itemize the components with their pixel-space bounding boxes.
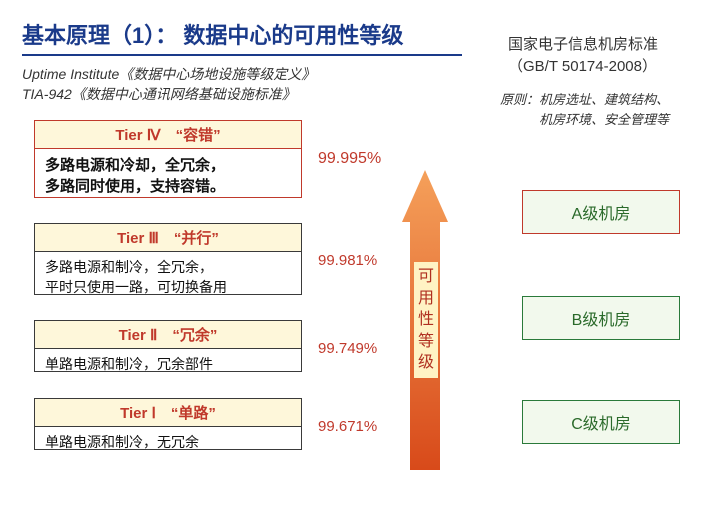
tier3-header: Tier Ⅲ “并行” — [35, 224, 301, 252]
tier4-header: Tier Ⅳ “容错” — [35, 121, 301, 149]
right-title-1: 国家电子信息机房标准 — [508, 33, 658, 54]
subtitle-1: Uptime Institute《数据中心场地设施等级定义》 — [22, 64, 315, 84]
grade-box-A: A级机房 — [522, 190, 680, 234]
grade-box-C: C级机房 — [522, 400, 680, 444]
tier2-box: Tier Ⅱ “冗余”单路电源和制冷，冗余部件 — [34, 320, 302, 372]
slide-title: 基本原理（1）： 数据中心的可用性等级 — [22, 18, 403, 50]
title-underline — [22, 54, 462, 56]
arrow-label: 可 用 性 等 级 — [414, 262, 438, 378]
availability-pct-2: 99.981% — [318, 252, 377, 269]
right-principles: 原则：机房选址、建筑结构、 机房环境、安全管理等 — [500, 90, 669, 129]
tier2-header: Tier Ⅱ “冗余” — [35, 321, 301, 349]
availability-pct-3: 99.749% — [318, 340, 377, 357]
tier3-box: Tier Ⅲ “并行”多路电源和制冷，全冗余， 平时只使用一路，可切换备用 — [34, 223, 302, 295]
tier4-body: 多路电源和冷却，全冗余， 多路同时使用，支持容错。 — [35, 149, 301, 201]
tier1-body: 单路电源和制冷，无冗余 — [35, 427, 301, 457]
right-title-2: （GB/T 50174-2008） — [508, 55, 657, 76]
availability-pct-4: 99.671% — [318, 418, 377, 435]
tier1-header: Tier Ⅰ “单路” — [35, 399, 301, 427]
grade-box-B: B级机房 — [522, 296, 680, 340]
tier4-box: Tier Ⅳ “容错”多路电源和冷却，全冗余， 多路同时使用，支持容错。 — [34, 120, 302, 198]
tier1-box: Tier Ⅰ “单路”单路电源和制冷，无冗余 — [34, 398, 302, 450]
subtitle-2: TIA-942《数据中心通讯网络基础设施标准》 — [22, 84, 296, 104]
tier2-body: 单路电源和制冷，冗余部件 — [35, 349, 301, 379]
availability-pct-1: 99.995% — [318, 150, 381, 168]
tier3-body: 多路电源和制冷，全冗余， 平时只使用一路，可切换备用 — [35, 252, 301, 302]
